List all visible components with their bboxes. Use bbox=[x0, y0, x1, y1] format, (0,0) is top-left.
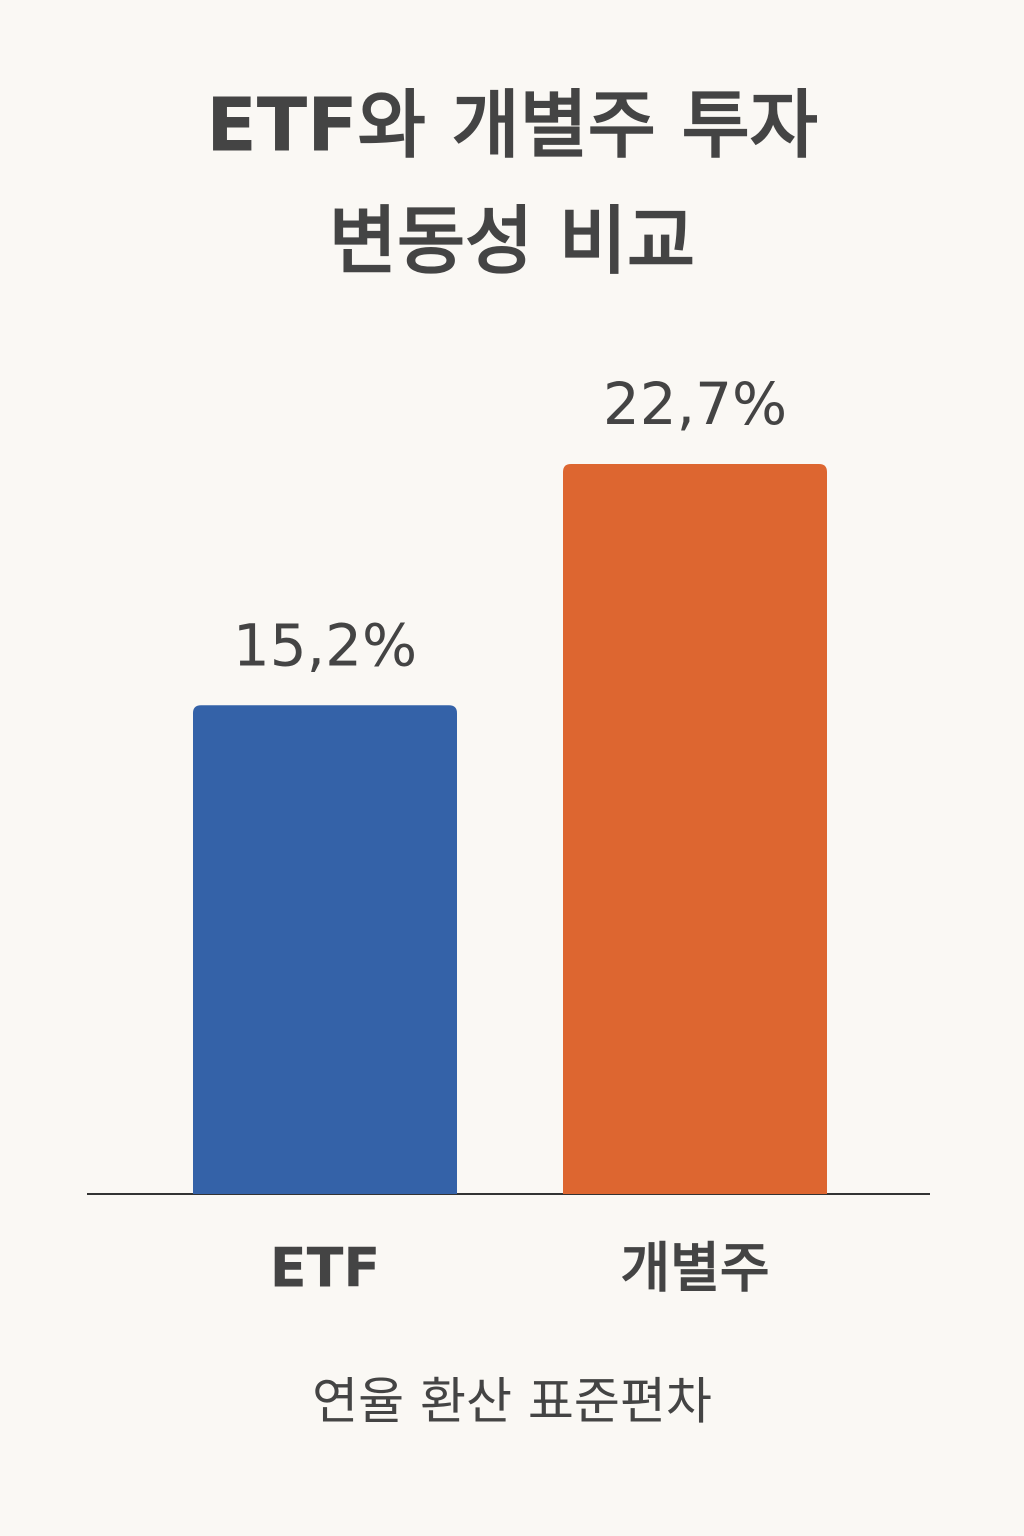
x-tick-label: ETF bbox=[270, 1237, 381, 1300]
chart-title: 변동성 비교 bbox=[329, 199, 695, 285]
x-axis-label: 연율 환산 표준편차 bbox=[312, 1373, 712, 1431]
x-tick-label: 개별주 bbox=[620, 1237, 769, 1300]
chart-title: ETF와 개별주 투자 bbox=[206, 83, 818, 169]
value-label: 15,2% bbox=[233, 611, 417, 679]
bar bbox=[563, 464, 827, 1194]
value-label: 22,7% bbox=[603, 370, 787, 438]
bar bbox=[193, 705, 457, 1194]
